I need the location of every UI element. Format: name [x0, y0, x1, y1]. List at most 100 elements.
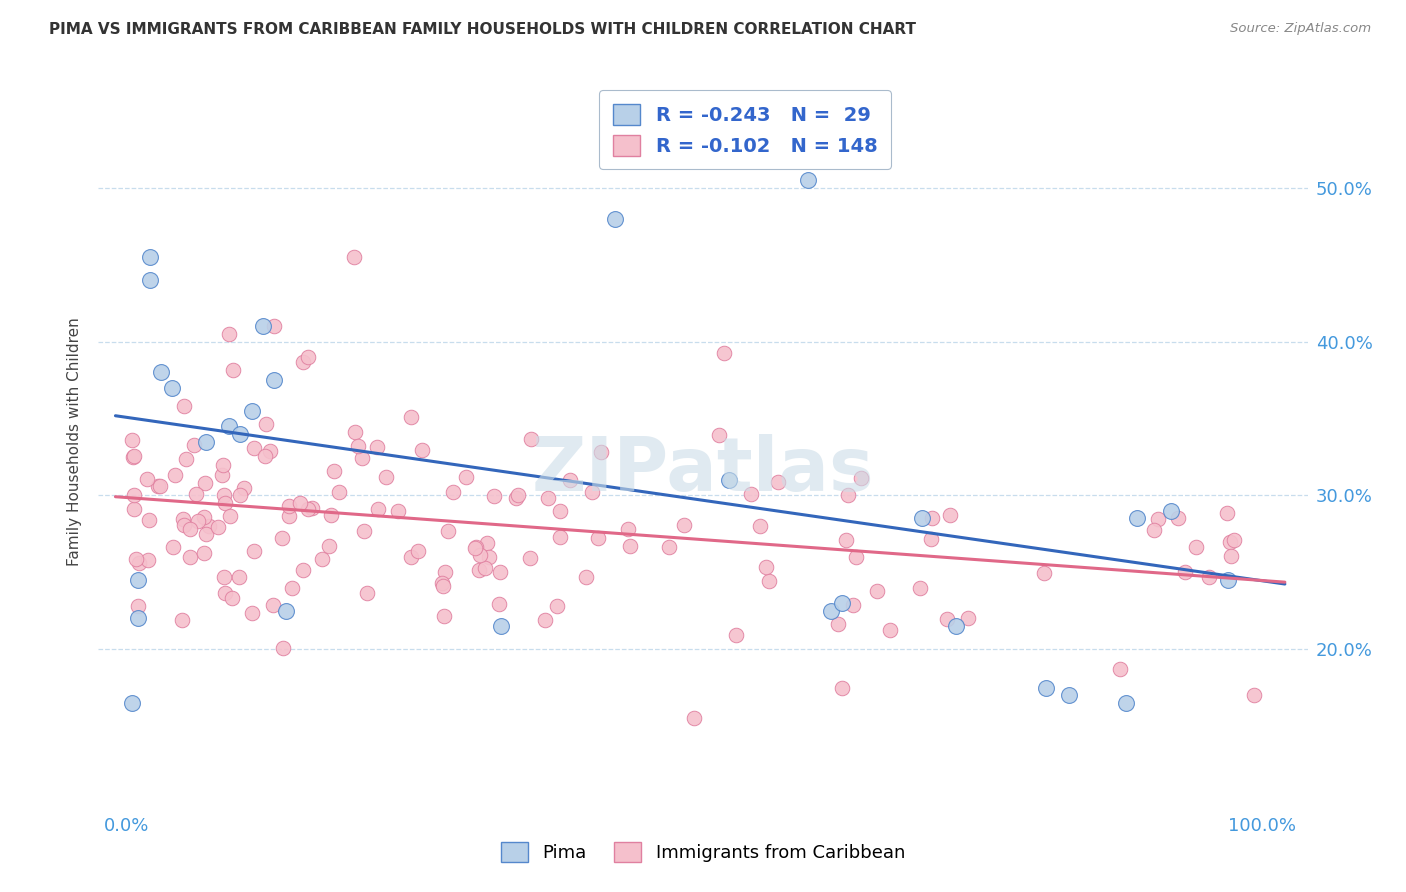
Point [837, 488, 859, 502]
Point [519, 550, 541, 565]
Point [614, 143, 637, 157]
Point [194, 526, 217, 541]
Point [136, 472, 159, 486]
Point [1216, 573, 1239, 587]
Point [173, 518, 195, 533]
Point [758, 574, 780, 588]
Point [672, 517, 695, 532]
Point [229, 488, 252, 502]
Point [187, 514, 209, 528]
Point [454, 469, 477, 483]
Point [437, 524, 460, 538]
Point [581, 484, 603, 499]
Point [233, 481, 256, 495]
Point [122, 449, 145, 463]
Point [343, 250, 366, 264]
Point [683, 711, 706, 725]
Point [214, 586, 236, 600]
Point [658, 541, 681, 555]
Point [755, 559, 778, 574]
Point [491, 619, 513, 633]
Point [575, 570, 598, 584]
Point [709, 428, 731, 442]
Point [713, 346, 735, 360]
Point [347, 439, 370, 453]
Point [138, 250, 160, 264]
Point [353, 524, 375, 539]
Point [1032, 566, 1054, 581]
Point [749, 519, 772, 533]
Point [174, 451, 197, 466]
Point [546, 599, 568, 613]
Point [278, 508, 301, 523]
Point [603, 211, 626, 226]
Point [291, 563, 314, 577]
Point [323, 464, 346, 478]
Point [229, 426, 252, 441]
Point [193, 546, 215, 560]
Point [920, 533, 942, 547]
Point [464, 541, 486, 556]
Point [1174, 565, 1197, 579]
Point [1223, 533, 1246, 547]
Point [173, 400, 195, 414]
Point [586, 531, 609, 545]
Point [297, 350, 319, 364]
Point [367, 501, 389, 516]
Point [831, 681, 853, 695]
Point [835, 533, 858, 548]
Point [212, 570, 235, 584]
Point [263, 319, 285, 334]
Point [845, 549, 868, 564]
Point [879, 624, 901, 638]
Point [186, 487, 208, 501]
Point [548, 504, 571, 518]
Point [149, 365, 172, 379]
Point [228, 569, 250, 583]
Point [274, 604, 297, 618]
Point [558, 473, 581, 487]
Point [827, 617, 849, 632]
Point [399, 409, 422, 424]
Point [221, 363, 243, 377]
Point [1167, 511, 1189, 525]
Point [291, 355, 314, 369]
Point [160, 381, 183, 395]
Point [121, 696, 143, 710]
Point [1219, 534, 1241, 549]
Point [724, 628, 747, 642]
Point [193, 510, 215, 524]
Point [194, 476, 217, 491]
Point [253, 449, 276, 463]
Point [127, 599, 149, 613]
Point [172, 512, 194, 526]
Point [297, 502, 319, 516]
Point [1035, 681, 1057, 695]
Point [475, 536, 498, 550]
Point [617, 522, 640, 536]
Point [179, 550, 201, 565]
Point [262, 599, 284, 613]
Point [508, 488, 530, 502]
Point [318, 539, 340, 553]
Point [162, 540, 184, 554]
Point [505, 491, 527, 506]
Point [122, 450, 145, 465]
Point [1115, 696, 1137, 710]
Point [344, 425, 367, 439]
Point [138, 513, 160, 527]
Point [218, 509, 240, 524]
Point [591, 445, 613, 459]
Legend: Pima, Immigrants from Caribbean: Pima, Immigrants from Caribbean [494, 835, 912, 870]
Point [1147, 512, 1170, 526]
Point [1143, 523, 1166, 537]
Point [179, 522, 201, 536]
Point [1126, 511, 1149, 525]
Point [212, 458, 235, 472]
Point [957, 611, 980, 625]
Legend: R = -0.243   N =  29, R = -0.102   N = 148: R = -0.243 N = 29, R = -0.102 N = 148 [599, 90, 891, 169]
Point [136, 553, 159, 567]
Point [211, 467, 233, 482]
Point [221, 591, 243, 605]
Point [478, 550, 501, 565]
